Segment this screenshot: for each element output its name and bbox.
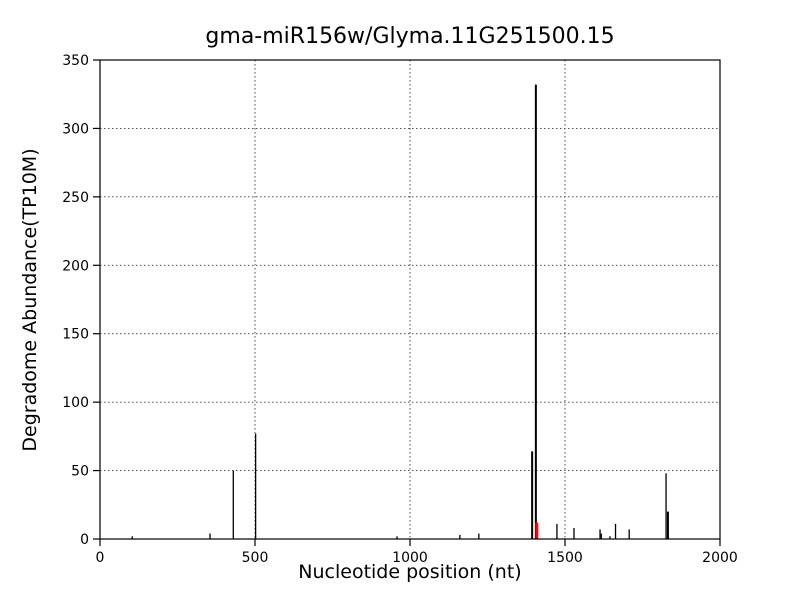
y-tick-label: 300	[62, 121, 89, 137]
y-tick-label: 50	[71, 464, 89, 480]
x-tick-label: 1000	[392, 550, 428, 566]
x-tick-label: 1500	[547, 550, 583, 566]
x-tick-label: 500	[242, 550, 269, 566]
y-tick-label: 200	[62, 258, 89, 274]
x-axis-label: Nucleotide position (nt)	[298, 561, 522, 583]
y-tick-label: 100	[62, 395, 89, 411]
axes-frame	[99, 59, 721, 540]
y-tick-label: 0	[80, 532, 89, 548]
y-tick-label: 350	[62, 53, 89, 69]
x-tick-label: 0	[96, 550, 105, 566]
chart-title: gma-miR156w/Glyma.11G251500.15	[205, 24, 615, 49]
y-tick-label: 150	[62, 327, 89, 343]
x-tick-label: 2000	[702, 550, 738, 566]
y-tick-label: 250	[62, 190, 89, 206]
